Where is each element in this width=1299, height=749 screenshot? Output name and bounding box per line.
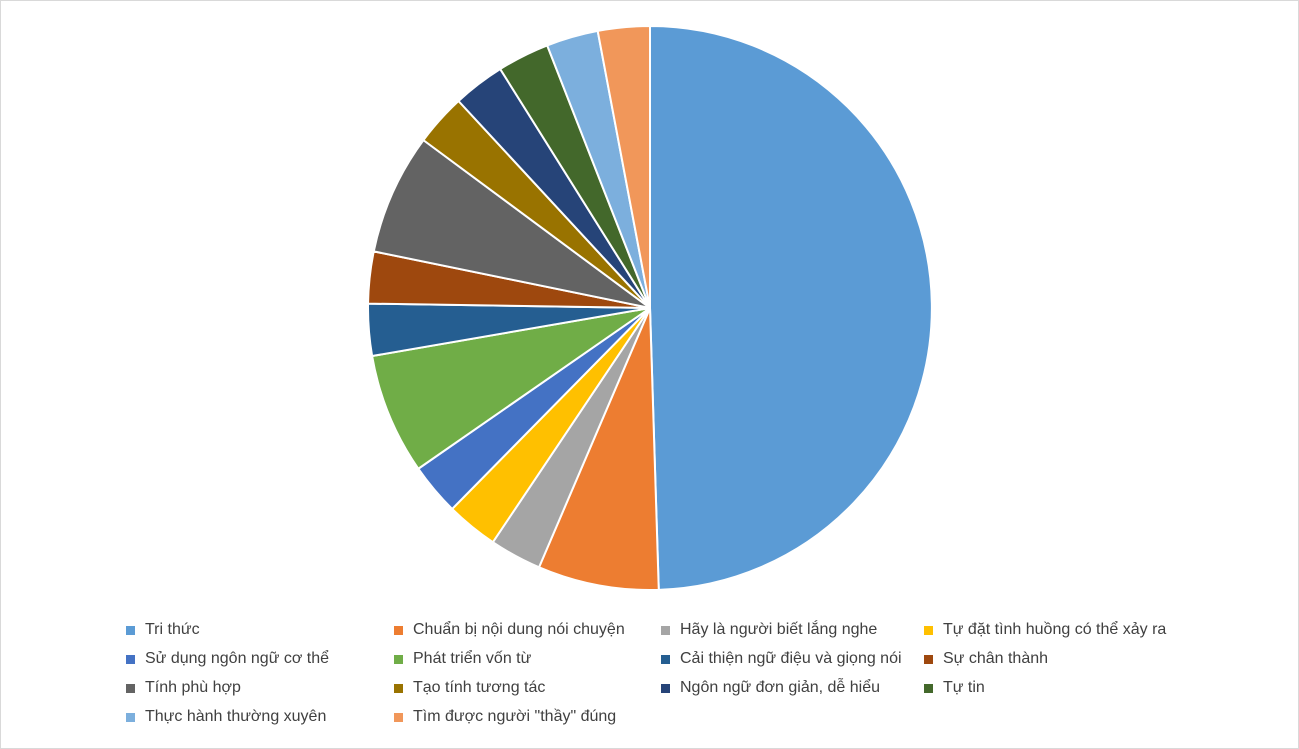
legend-item-1: Chuẩn bị nội dung nói chuyện <box>394 619 661 641</box>
legend-label: Chuẩn bị nội dung nói chuyện <box>413 621 625 638</box>
legend-label: Tính phù hợp <box>145 679 241 696</box>
legend-label: Ngôn ngữ đơn giản, dễ hiểu <box>680 679 881 696</box>
legend-swatch <box>661 625 670 635</box>
legend-item-2: Hãy là người biết lắng nghe <box>661 619 924 641</box>
legend-label: Tri thức <box>145 621 200 638</box>
pie-slice-8 <box>372 139 651 309</box>
legend-swatch <box>126 683 135 693</box>
pie-slice-13 <box>596 25 651 309</box>
legend-label: Cải thiện ngữ điệu và giọng nói <box>680 650 902 667</box>
legend-swatch <box>126 712 135 722</box>
pie-slice-1 <box>538 307 660 591</box>
legend-swatch <box>126 625 135 635</box>
legend-swatch <box>394 712 403 722</box>
legend-item-3: Tự đặt tình huồng có thể xảy ra <box>924 619 1224 641</box>
legend-swatch <box>924 625 933 635</box>
legend-label: Sự chân thành <box>943 650 1049 667</box>
legend-item-13: Tìm được người "thầy" đúng <box>394 706 661 728</box>
legend-item-5: Phát triển vốn từ <box>394 648 661 670</box>
legend-swatch <box>924 683 933 693</box>
legend-item-4: Sử dụng ngôn ngữ cơ thể <box>126 648 394 670</box>
legend-label: Thực hành thường xuyên <box>145 708 327 725</box>
legend-label: Tìm được người "thầy" đúng <box>413 708 617 725</box>
legend-label: Sử dụng ngôn ngữ cơ thể <box>145 650 330 667</box>
legend: Tri thức Chuẩn bị nội dung nói chuyện Hãy … <box>126 619 1246 728</box>
legend-item-11: Tự tin <box>924 677 1224 699</box>
legend-label: Tự tin <box>943 679 985 696</box>
legend-item-6: Cải thiện ngữ điệu và giọng nói <box>661 648 924 670</box>
legend-item-0: Tri thức <box>126 619 394 641</box>
pie-slices <box>367 25 933 591</box>
legend-swatch <box>661 654 670 664</box>
legend-label: Hãy là người biết lắng nghe <box>680 621 878 638</box>
legend-label: Phát triển vốn từ <box>413 650 532 667</box>
legend-item-8: Tính phù hợp <box>126 677 394 699</box>
legend-swatch <box>394 683 403 693</box>
legend-swatch <box>661 683 670 693</box>
legend-item-10: Ngôn ngữ đơn giản, dễ hiểu <box>661 677 924 699</box>
legend-swatch <box>924 654 933 664</box>
legend-label: Tự đặt tình huồng có thể xảy ra <box>943 621 1167 638</box>
legend-swatch <box>394 625 403 635</box>
legend-item-12: Thực hành thường xuyên <box>126 706 394 728</box>
legend-item-7: Sự chân thành <box>924 648 1224 670</box>
pie-slice-0 <box>649 25 933 591</box>
legend-item-9: Tạo tính tương tác <box>394 677 661 699</box>
legend-label: Tạo tính tương tác <box>413 679 546 696</box>
pie-slice-5 <box>371 307 651 470</box>
legend-swatch <box>394 654 403 664</box>
legend-swatch <box>126 654 135 664</box>
